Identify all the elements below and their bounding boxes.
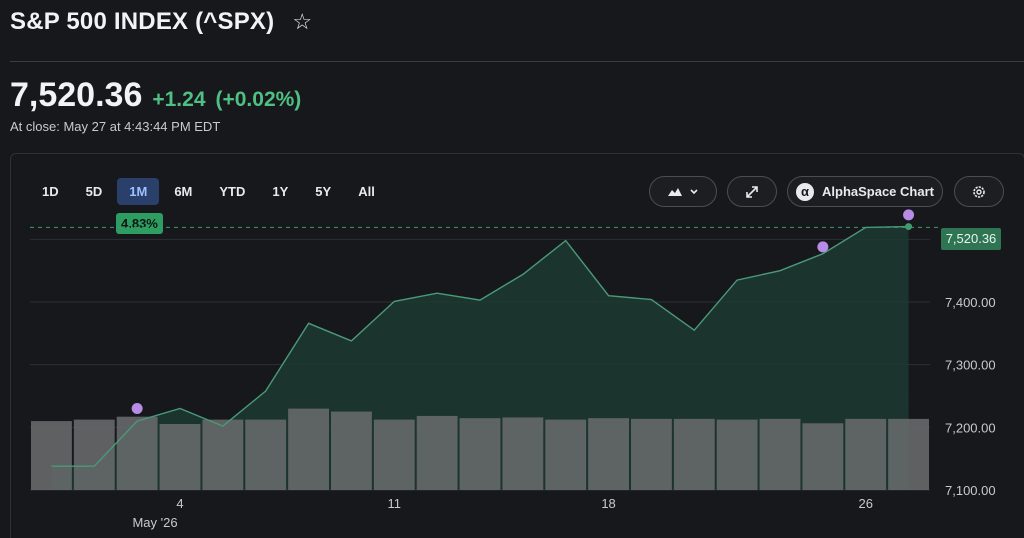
volume-bar [159,424,201,490]
range-selector: 1D 5D 1M 6M YTD 1Y 5Y All [30,178,390,205]
range-button-all[interactable]: All [358,184,375,199]
y-tick-label: 7,400.00 [945,295,996,310]
star-icon[interactable]: ☆ [292,9,313,34]
last-price-tag: 7,520.36 [941,228,1001,250]
range-button-1y[interactable]: 1Y [272,184,289,199]
price-change: +1.24 [152,88,206,111]
chart-type-button[interactable] [649,176,717,207]
page-title: S&P 500 INDEX (^SPX) [10,8,275,35]
volume-bar [888,418,929,490]
expand-icon [746,185,758,198]
settings-button[interactable] [954,176,1004,207]
x-tick-label: 18 [601,496,615,511]
volume-bar [31,421,72,490]
gear-icon [973,185,985,198]
current-price: 7,520.36 [10,76,143,114]
x-tick-label: 26 [858,496,872,511]
title-row: S&P 500 INDEX (^SPX) ☆ [10,8,312,36]
volume-bar [288,408,329,490]
y-tick-label: 7,300.00 [945,358,996,373]
event-marker [131,403,143,415]
x-tick-label: 11 [388,496,402,511]
mountain-chart-icon [668,187,698,196]
alpha-icon: α [796,182,814,201]
volume-bar [502,417,544,490]
volume-bar [331,411,372,490]
month-label: May '26 [132,515,177,530]
volume-bar [416,415,458,490]
range-button-1m[interactable]: 1M [117,178,160,205]
price-line [51,225,909,467]
y-tick-label: 7,200.00 [945,420,996,435]
header-divider [10,61,1024,62]
alphaspace-label: AlphaSpace Chart [822,184,934,199]
volume-bar [73,419,115,490]
volume-bar [716,419,758,490]
volume-bar [373,419,415,490]
volume-bar [673,418,715,490]
volume-bar [802,423,844,490]
volume-bar [459,418,501,490]
volume-bar [545,419,587,490]
volume-bar [631,418,672,490]
chevron-down-icon [690,188,698,194]
volume-bar [845,418,887,490]
volume-bar [245,419,287,490]
last-price-point [905,223,913,231]
period-change-badge: 4.83% [116,213,163,234]
x-tick-label: 4 [176,496,183,511]
range-button-ytd[interactable]: YTD [219,184,246,199]
range-button-1d[interactable]: 1D [42,184,59,199]
event-marker [817,241,829,253]
price-change-percent: (+0.02%) [215,88,302,111]
price-row: 7,520.36 +1.24 (+0.02%) [10,76,301,115]
event-marker [903,209,915,221]
volume-bar [588,418,629,490]
y-tick-label: 7,100.00 [945,483,996,498]
range-button-5y[interactable]: 5Y [315,184,332,199]
volume-bar [759,418,801,490]
range-button-5d[interactable]: 5D [85,184,103,199]
volume-bar [202,419,244,490]
close-timestamp: At close: May 27 at 4:43:44 PM EDT [10,119,221,134]
alphaspace-chart-button[interactable]: α AlphaSpace Chart [787,176,943,207]
fullscreen-button[interactable] [727,176,777,207]
range-button-6m[interactable]: 6M [174,184,193,199]
volume-bar [116,416,158,490]
